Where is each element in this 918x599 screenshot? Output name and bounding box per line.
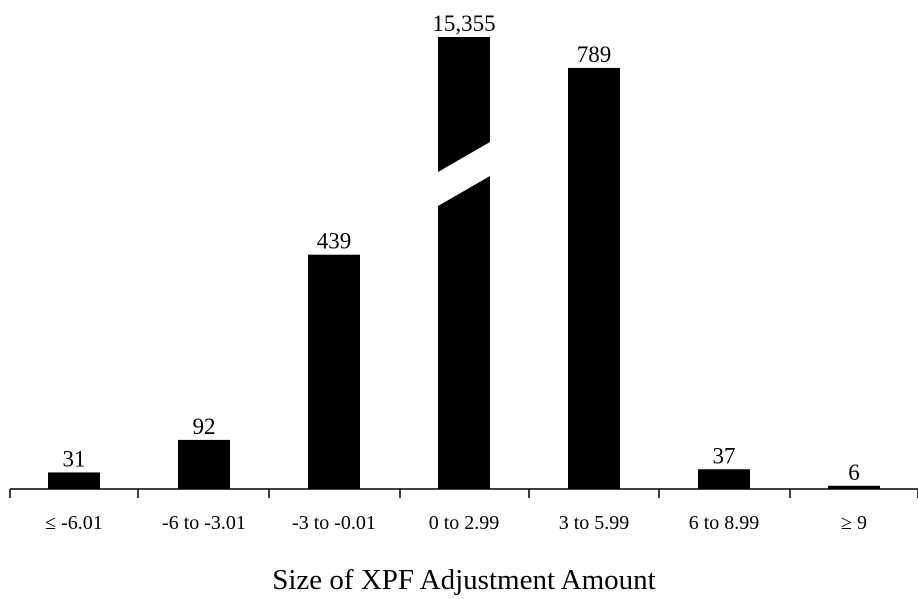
- bar-6-01: [48, 472, 100, 489]
- bar-6-to-8-99: [698, 469, 750, 489]
- category-labels-layer: ≤ -6.01 -6 to -3.01 -3 to -0.01 0 to 2.99 3 …: [45, 512, 867, 534]
- x-axis-title: Size of XPF Adjustment Amount: [272, 564, 655, 596]
- bar-0-to-2-99-lower: [438, 176, 490, 489]
- bar-3-to-0-01: [308, 254, 360, 489]
- bar-3-to-5-99: [568, 67, 620, 489]
- category-label-3-to-5-99: 3 to 5.99: [559, 512, 630, 534]
- value-label-3-to-0-01: 439: [317, 229, 352, 254]
- bar-9: [828, 485, 880, 489]
- category-label-3-to-0-01: -3 to -0.01: [292, 512, 376, 534]
- category-label-6-to-8-99: 6 to 8.99: [689, 512, 760, 534]
- category-label-9: ≥ 9: [841, 512, 867, 534]
- value-label-6-01: 31: [63, 446, 86, 471]
- value-labels-layer: 31 92 439 15,355 789 37 6: [63, 11, 860, 485]
- value-label-0-to-2-99: 15,355: [432, 11, 495, 36]
- value-label-6-to-8-99: 37: [713, 443, 736, 468]
- category-label-0-to-2-99: 0 to 2.99: [429, 512, 500, 534]
- category-label-6-01: ≤ -6.01: [45, 512, 103, 534]
- value-label-9: 6: [848, 460, 860, 485]
- value-label-3-to-5-99: 789: [577, 42, 612, 67]
- bar-6-to-3-01: [178, 439, 230, 489]
- x-axis-ticks: [9, 489, 918, 498]
- value-label-6-to-3-01: 92: [193, 414, 216, 439]
- bars-layer: [48, 37, 880, 489]
- bar-0-to-2-99-upper: [438, 37, 490, 172]
- category-label-6-to-3-01: -6 to -3.01: [162, 512, 246, 534]
